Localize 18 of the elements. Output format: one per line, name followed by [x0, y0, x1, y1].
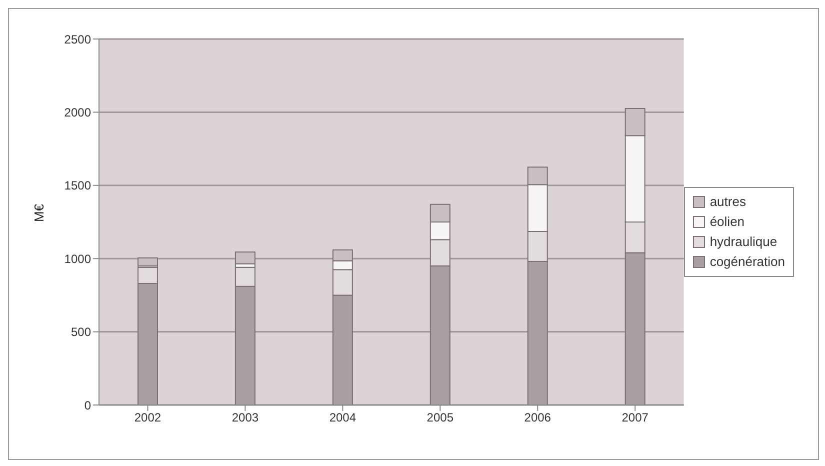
x-tick-label: 2004 [329, 410, 356, 425]
x-tick-label: 2002 [134, 410, 162, 425]
legend-label: cogénération [710, 253, 785, 271]
legend-label: autres [710, 193, 746, 211]
legend-label: hydraulique [710, 233, 778, 251]
x-tick-label: 2005 [426, 410, 454, 425]
legend-label: éolien [710, 213, 745, 231]
y-tick-label: 1500 [64, 178, 92, 193]
y-tick-label: 500 [70, 325, 92, 340]
x-tick-label: 2006 [524, 410, 552, 425]
bar [234, 252, 256, 264]
y-tick-label: 0 [84, 398, 92, 412]
y-tick-label: 1000 [64, 252, 92, 266]
y-tick-label: 2000 [64, 105, 92, 120]
x-tick-label: 2007 [622, 410, 649, 425]
x-tick-label: 2003 [232, 410, 259, 425]
y-axis-title: M€ [32, 203, 47, 222]
y-tick-label: 2500 [64, 32, 92, 46]
